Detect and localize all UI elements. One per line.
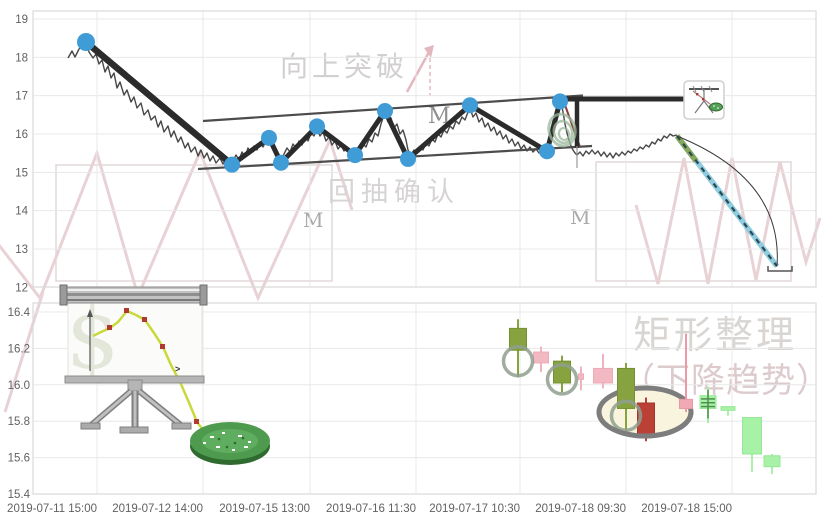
easel-clipart: $ > <box>59 284 270 465</box>
downtrend-line <box>82 38 236 168</box>
pivot-dot <box>377 102 393 119</box>
pivot-dot <box>400 150 416 167</box>
candle-body <box>679 398 693 409</box>
candlestick-series <box>501 319 781 474</box>
candle-body <box>533 351 549 364</box>
top-panel-border <box>32 10 817 288</box>
y-tick-label: 16.2 <box>8 343 30 355</box>
watermark-text-breakout: 向上突破 <box>280 50 408 83</box>
y-tick-label: 16.0 <box>8 380 30 392</box>
y-tick-label: 12 <box>15 282 28 294</box>
x-tick-label: 2019-07-17 10:30 <box>429 503 520 515</box>
axis-labels: 19 18 17 16 15 14 13 12 16.4 16.2 16.0 15.8 15.6 15.4… <box>7 14 732 515</box>
projection-target-bracket <box>767 266 793 272</box>
watermark-zigzag-right <box>634 157 822 285</box>
projection-line-head <box>674 134 699 163</box>
tripod <box>80 379 192 434</box>
y-tick-label: 15 <box>15 167 28 179</box>
pivot-dot <box>77 32 95 51</box>
top-panel <box>67 32 793 272</box>
watermark-breakout-arrow <box>405 45 434 96</box>
pivot-dot <box>261 129 277 146</box>
gridlines <box>33 11 816 494</box>
watermark-rect-right <box>595 161 792 282</box>
scribble-annotation <box>547 112 577 148</box>
watermark-m-3: M <box>570 205 590 229</box>
pivot-dot <box>462 97 478 114</box>
pivot-dot <box>347 147 363 164</box>
bottom-panel: $ > <box>59 284 781 474</box>
candle-body <box>509 327 527 351</box>
watermark-text-pullback: 回抽确认 <box>328 177 460 208</box>
pivot-dot <box>224 156 240 173</box>
y-tick-label: 13 <box>15 244 28 256</box>
y-tick-label: 15.4 <box>8 489 31 501</box>
pivot-dot <box>552 93 568 110</box>
x-tick-label: 2019-07-18 09:30 <box>535 503 626 515</box>
dollar-watermark: $ <box>66 290 119 388</box>
signal-ring <box>501 344 535 378</box>
candle-body <box>763 455 781 468</box>
pivot-dots <box>77 32 568 173</box>
y-tick-label: 17 <box>15 91 28 103</box>
y-tick-label: 14 <box>15 206 28 218</box>
lower-channel-line <box>197 144 593 171</box>
projection-line-dashes <box>676 135 778 267</box>
y-tick-label: 18 <box>15 52 28 64</box>
watermark-text-rectangle: 矩形整理 <box>633 313 797 357</box>
upper-channel-line <box>202 94 584 123</box>
x-tick-label: 2019-07-12 14:00 <box>112 503 203 515</box>
x-tick-label: 2019-07-11 15:00 <box>7 503 97 515</box>
y-tick-label: 16 <box>15 129 28 141</box>
pivot-dot <box>273 154 289 171</box>
circuit-disc <box>190 422 270 465</box>
bottom-panel-border <box>32 302 817 495</box>
projection-arc <box>676 135 778 267</box>
pivot-dot <box>309 118 325 135</box>
signal-ring <box>545 363 579 396</box>
mini-easel-icon <box>683 80 725 120</box>
candle-body <box>720 406 736 411</box>
y-tick-label: 19 <box>15 14 28 26</box>
zigzag-trend-line <box>229 98 563 168</box>
highlight-ellipse-front-arc <box>596 411 694 439</box>
watermark-m-1: M <box>428 104 451 129</box>
projection-drop <box>674 134 780 268</box>
x-tick-label: 2019-07-16 11:30 <box>326 503 416 515</box>
cursor-arrow: > <box>175 364 180 374</box>
candle-body <box>578 373 584 380</box>
watermark-m-2: M <box>303 208 323 232</box>
candle-body <box>617 367 635 409</box>
y-tick-label: 15.8 <box>8 416 30 428</box>
candle-body <box>742 417 762 455</box>
y-tick-label: 15.6 <box>8 453 30 465</box>
x-tick-label: 2019-07-18 15:00 <box>641 503 732 515</box>
signal-ring <box>609 399 643 432</box>
x-tick-label: 2019-07-15 13:00 <box>219 503 310 515</box>
watermark-zigzag-left <box>0 135 354 302</box>
pivot-dot <box>539 143 555 160</box>
candle-body <box>593 367 613 384</box>
swing-trend-lines <box>82 38 563 168</box>
mini-disc-icon <box>709 102 723 112</box>
y-tick-label: 16.4 <box>8 307 31 319</box>
